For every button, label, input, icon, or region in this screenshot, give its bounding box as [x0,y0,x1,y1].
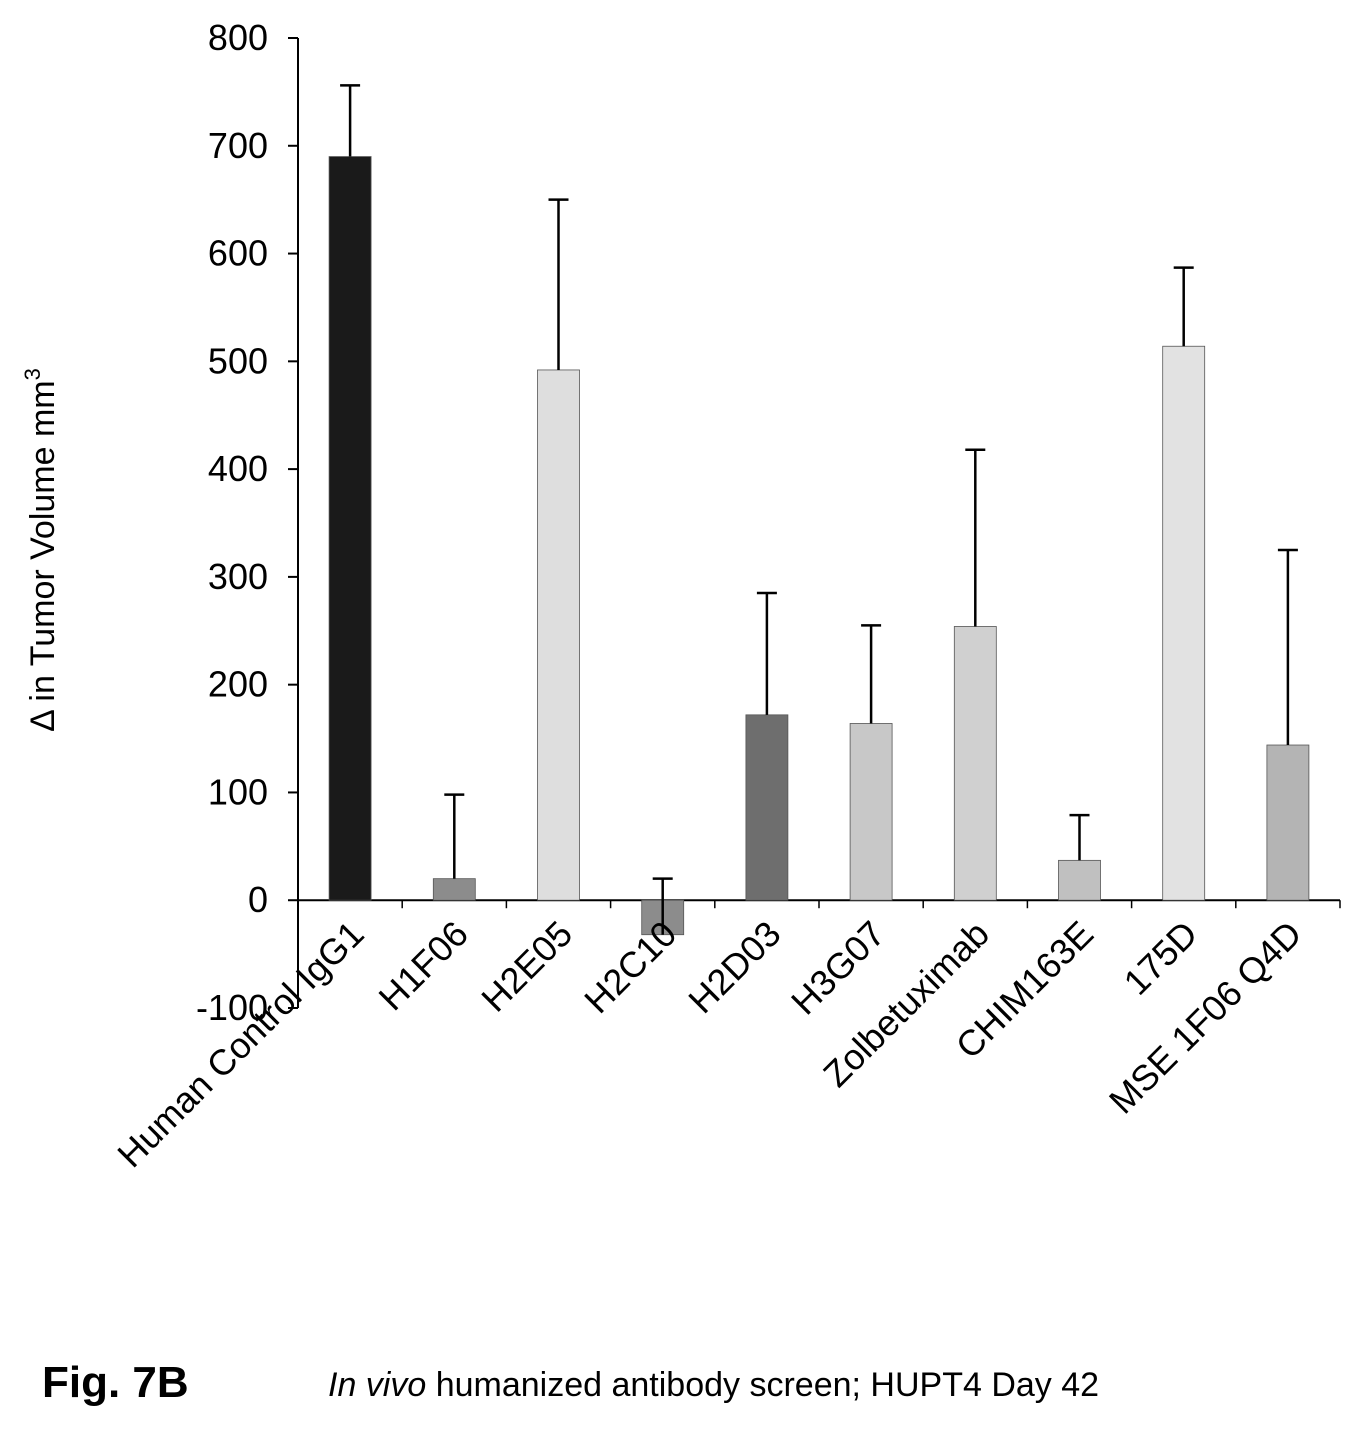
y-tick-label: -100 [196,987,268,1028]
y-axis-label-superscript: 3 [20,368,45,380]
bar-chim163e [1058,859,1101,901]
figure-caption-text: humanized antibody screen; HUPT4 Day 42 [426,1366,1100,1404]
y-tick-label: 500 [208,340,268,381]
y-axis-label: Δ in Tumor Volume mm3 [20,368,62,732]
x-tick-label: H1F06 [371,913,476,1018]
figure-caption: In vivo humanized antibody screen; HUPT4… [328,1366,1099,1405]
bar-h2d03 [745,714,789,901]
x-tick-label: H2E05 [473,913,580,1020]
y-tick-label: 700 [208,125,268,166]
y-tick-label: 200 [208,664,268,705]
bar-mse-1f06-q4d [1266,744,1310,901]
x-tick-label: H2C10 [576,913,684,1021]
y-tick-label: 0 [248,879,268,920]
x-tick-label: 175D [1116,913,1206,1003]
bar-h1f06 [432,878,476,901]
bar-human-control-igg1 [328,156,372,901]
x-tick-label: MSE 1F06 Q4D [1101,913,1310,1122]
bar-175d [1162,345,1206,901]
figure-label: Fig. 7B [42,1358,189,1407]
figure-caption-italic: In vivo [328,1366,427,1404]
x-tick-label: Human Control IgG1 [109,913,371,1175]
y-tick-label: 600 [208,233,268,274]
y-tick-label: 300 [208,556,268,597]
y-tick-label: 800 [208,17,268,58]
plot-area: -100 0 100 200 300 400 500 600 700 800 Human Contr… [109,17,1341,1175]
y-tick-label: 400 [208,448,268,489]
x-tick-label: H2D03 [680,913,788,1021]
bar-chart: -100 0 100 200 300 400 500 600 700 800 Human Contr… [20,17,1341,1175]
bar-zolbetuximab [953,626,997,901]
y-tick-label: 100 [208,771,268,812]
bar-h2e05 [537,369,580,901]
bar-h3g07 [849,723,893,901]
